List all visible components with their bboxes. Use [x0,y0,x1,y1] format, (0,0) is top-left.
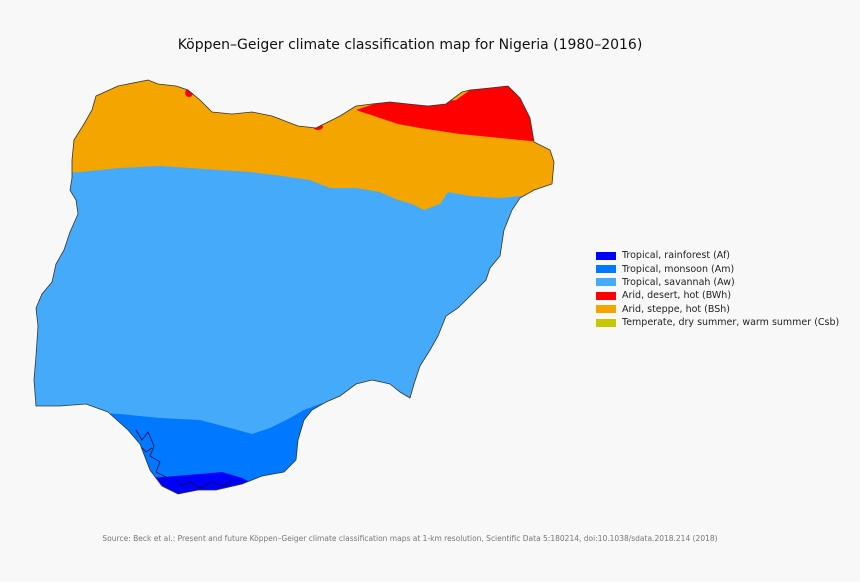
legend-item-am: Tropical, monsoon (Am) [596,262,839,275]
legend-label: Temperate, dry summer, warm summer (Csb) [622,317,840,329]
legend-item-aw: Tropical, savannah (Aw) [596,276,839,289]
delta-waterways [135,429,233,489]
legend-swatch [596,305,616,314]
legend-item-af: Tropical, rainforest (Af) [596,249,839,262]
legend-item-csb: Temperate, dry summer, warm summer (Csb) [596,316,839,329]
legend-swatch [596,251,616,260]
legend-swatch [596,265,616,274]
legend-swatch [596,291,616,300]
legend-item-bwh: Arid, desert, hot (BWh) [596,289,839,302]
legend-item-bsh: Arid, steppe, hot (BSh) [596,303,839,316]
legend-swatch [596,318,616,327]
legend-label: Tropical, rainforest (Af) [622,250,731,262]
legend-label: Tropical, savannah (Aw) [622,276,735,288]
legend-swatch [596,278,616,287]
map-title: Köppen–Geiger climate classification map… [177,37,643,53]
legend-label: Arid, desert, hot (BWh) [622,290,732,302]
desert-zone [356,84,540,142]
legend-label: Tropical, monsoon (Am) [622,263,735,275]
legend-label: Arid, steppe, hot (BSh) [622,303,730,315]
rainforest-zone [150,472,250,494]
source-citation: Source: Beck et al.: Present and future … [102,534,718,543]
map-legend: Tropical, rainforest (Af) Tropical, mons… [596,249,839,329]
nigeria-border [33,79,555,495]
